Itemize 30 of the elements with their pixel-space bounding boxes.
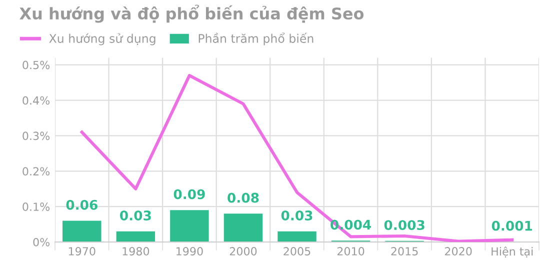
legend-label: Xu hướng sử dụng	[49, 33, 156, 46]
y-tick-label: 0%	[33, 238, 50, 246]
x-tick-label: 1970	[68, 247, 96, 256]
y-tick-label: 0.4%	[22, 96, 50, 105]
bar	[278, 231, 316, 242]
y-tick-label: 0.3%	[22, 132, 50, 140]
x-tick-label: 2015	[391, 247, 418, 256]
data-label: 0.003	[384, 220, 424, 230]
x-tick-label: Hiện tại	[492, 246, 533, 258]
bar	[224, 214, 263, 242]
y-tick-label: 0.5%	[22, 60, 50, 70]
legend-label: Phần trăm phổ biến	[198, 32, 314, 46]
data-label: 0.09	[174, 189, 205, 200]
x-tick-label: 2000	[230, 247, 257, 256]
data-label: 0.03	[120, 210, 151, 220]
y-tick-label: 0.1%	[22, 202, 50, 211]
x-tick-label: 1980	[122, 247, 150, 256]
bar	[62, 220, 102, 242]
data-label: 0.03	[281, 210, 312, 220]
x-tick-label: 1990	[176, 247, 203, 256]
x-tick-label: 2005	[284, 247, 310, 256]
x-tick-label: 2020	[445, 247, 472, 256]
data-label: 0.001	[492, 220, 532, 231]
chart-title: Xu hướng và độ phổ biến của đệm Seo	[20, 4, 364, 23]
data-label: 0.06	[66, 200, 98, 210]
y-tick-label: 0.2%	[22, 167, 50, 176]
data-label: 0.08	[228, 192, 259, 203]
x-tick-label: 2010	[337, 247, 364, 256]
bar	[170, 210, 209, 242]
bar	[116, 231, 156, 242]
